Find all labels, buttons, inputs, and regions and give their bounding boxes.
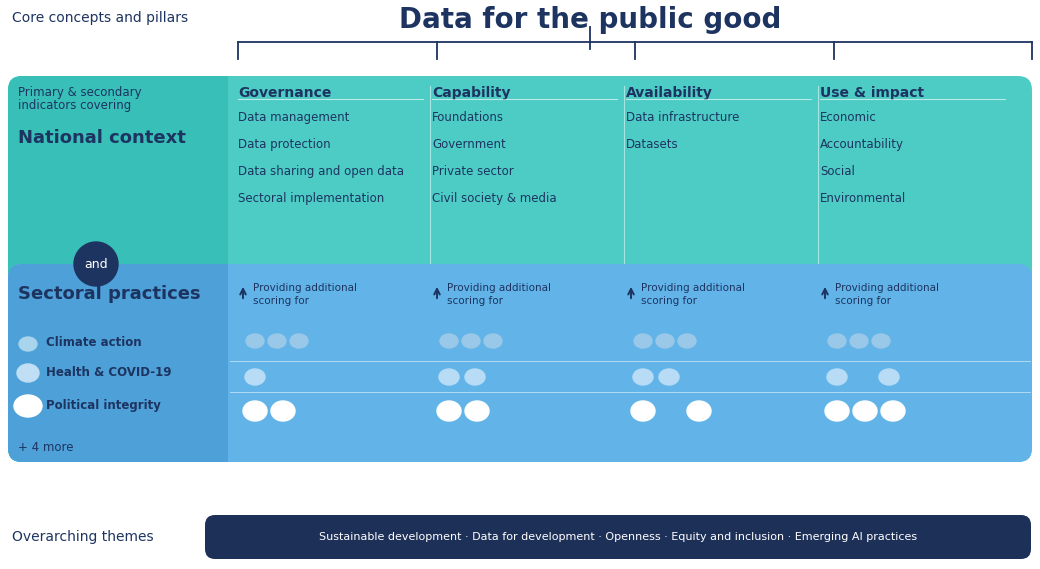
Ellipse shape bbox=[687, 401, 711, 421]
Ellipse shape bbox=[678, 334, 696, 348]
Ellipse shape bbox=[881, 401, 905, 421]
Text: Private sector: Private sector bbox=[432, 165, 514, 178]
Ellipse shape bbox=[828, 334, 846, 348]
Ellipse shape bbox=[17, 364, 40, 382]
FancyBboxPatch shape bbox=[8, 76, 228, 462]
Ellipse shape bbox=[825, 401, 849, 421]
Text: Sustainable development · Data for development · Openness · Equity and inclusion: Sustainable development · Data for devel… bbox=[319, 532, 917, 542]
Text: and: and bbox=[84, 258, 108, 270]
Text: indicators covering: indicators covering bbox=[18, 99, 131, 112]
FancyBboxPatch shape bbox=[8, 76, 1032, 462]
Ellipse shape bbox=[440, 334, 458, 348]
Ellipse shape bbox=[827, 369, 847, 385]
Ellipse shape bbox=[245, 369, 265, 385]
Ellipse shape bbox=[19, 337, 37, 351]
Ellipse shape bbox=[631, 401, 655, 421]
Text: Climate action: Climate action bbox=[46, 336, 141, 349]
Text: Primary & secondary: Primary & secondary bbox=[18, 86, 141, 99]
Text: Sectoral implementation: Sectoral implementation bbox=[238, 192, 384, 205]
Ellipse shape bbox=[271, 401, 295, 421]
Ellipse shape bbox=[439, 369, 459, 385]
Ellipse shape bbox=[290, 334, 308, 348]
Ellipse shape bbox=[243, 401, 267, 421]
Text: Providing additional
scoring for: Providing additional scoring for bbox=[641, 283, 745, 306]
Text: Availability: Availability bbox=[626, 86, 712, 100]
Text: Providing additional
scoring for: Providing additional scoring for bbox=[835, 283, 939, 306]
Text: Economic: Economic bbox=[820, 111, 877, 124]
Text: Overarching themes: Overarching themes bbox=[12, 530, 154, 544]
Ellipse shape bbox=[465, 401, 489, 421]
Text: Environmental: Environmental bbox=[820, 192, 906, 205]
Text: Social: Social bbox=[820, 165, 855, 178]
Text: Data protection: Data protection bbox=[238, 138, 331, 151]
Text: Data for the public good: Data for the public good bbox=[398, 6, 781, 34]
Ellipse shape bbox=[634, 334, 652, 348]
Ellipse shape bbox=[872, 334, 890, 348]
Text: Government: Government bbox=[432, 138, 505, 151]
Text: Data management: Data management bbox=[238, 111, 349, 124]
Text: Data infrastructure: Data infrastructure bbox=[626, 111, 739, 124]
Text: Capability: Capability bbox=[432, 86, 511, 100]
Bar bbox=[214, 76, 228, 462]
Ellipse shape bbox=[659, 369, 679, 385]
Ellipse shape bbox=[268, 334, 286, 348]
Text: Core concepts and pillars: Core concepts and pillars bbox=[12, 11, 188, 25]
Ellipse shape bbox=[853, 401, 877, 421]
Bar bbox=[214, 264, 228, 462]
Circle shape bbox=[74, 242, 118, 286]
Text: + 4 more: + 4 more bbox=[18, 441, 74, 454]
Ellipse shape bbox=[879, 369, 899, 385]
Text: National context: National context bbox=[18, 129, 186, 147]
Ellipse shape bbox=[462, 334, 480, 348]
Text: Political integrity: Political integrity bbox=[46, 398, 161, 411]
Ellipse shape bbox=[656, 334, 674, 348]
Text: Sectoral practices: Sectoral practices bbox=[18, 285, 201, 303]
Text: Providing additional
scoring for: Providing additional scoring for bbox=[447, 283, 551, 306]
FancyBboxPatch shape bbox=[8, 264, 1032, 462]
Ellipse shape bbox=[633, 369, 653, 385]
Ellipse shape bbox=[465, 369, 485, 385]
Ellipse shape bbox=[14, 395, 42, 417]
Text: Data sharing and open data: Data sharing and open data bbox=[238, 165, 404, 178]
Ellipse shape bbox=[484, 334, 502, 348]
Ellipse shape bbox=[246, 334, 264, 348]
FancyBboxPatch shape bbox=[205, 515, 1031, 559]
Text: Foundations: Foundations bbox=[432, 111, 504, 124]
Ellipse shape bbox=[850, 334, 868, 348]
FancyBboxPatch shape bbox=[8, 264, 228, 462]
Ellipse shape bbox=[437, 401, 461, 421]
Text: Providing additional
scoring for: Providing additional scoring for bbox=[253, 283, 357, 306]
Text: Use & impact: Use & impact bbox=[820, 86, 925, 100]
Text: Datasets: Datasets bbox=[626, 138, 679, 151]
Text: Accountability: Accountability bbox=[820, 138, 904, 151]
Text: Civil society & media: Civil society & media bbox=[432, 192, 556, 205]
Text: Health & COVID-19: Health & COVID-19 bbox=[46, 365, 172, 378]
Text: Governance: Governance bbox=[238, 86, 332, 100]
